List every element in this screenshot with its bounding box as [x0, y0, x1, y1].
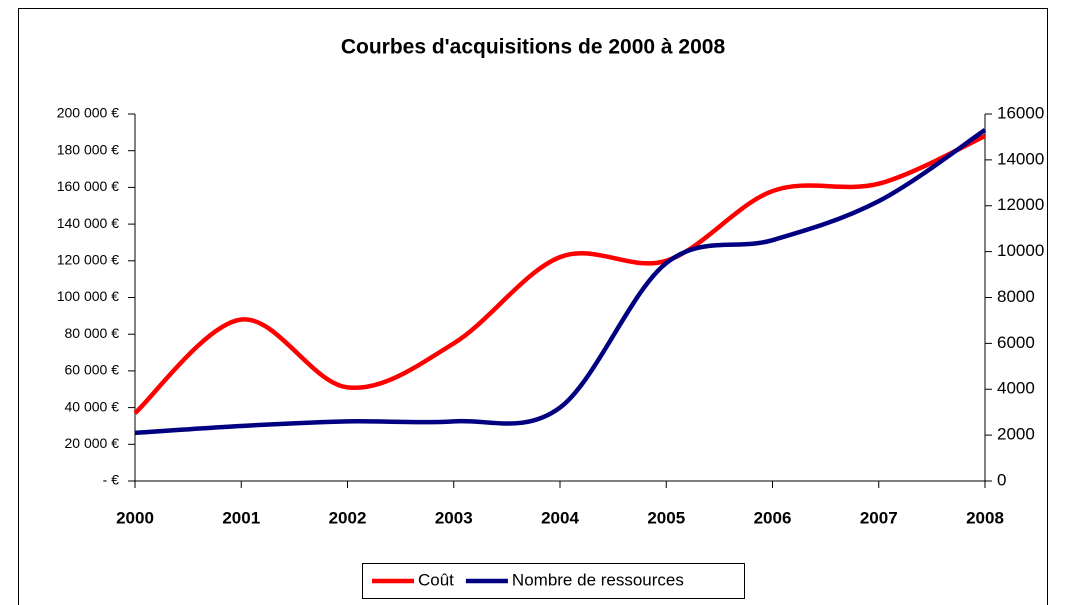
x-tick-label: 2004	[541, 508, 579, 527]
y2-tick-label: 6000	[997, 333, 1035, 352]
y2-tick-label: 14000	[997, 149, 1044, 168]
y2-tick-label: 8000	[997, 287, 1035, 306]
x-tick-label: 2002	[329, 508, 367, 527]
y2-tick-label: 4000	[997, 379, 1035, 398]
line	[134, 128, 987, 436]
y2-tick-label: 2000	[997, 425, 1035, 444]
y-tick-label: 160 000 €	[57, 178, 119, 194]
legend-label: Nombre de ressources	[512, 570, 684, 589]
x-tick-label: 2005	[647, 508, 685, 527]
y2-tick-label: 10000	[997, 241, 1044, 260]
y-tick-label: 20 000 €	[65, 435, 120, 451]
y-tick-label: 40 000 €	[65, 398, 120, 414]
y-tick-label: 120 000 €	[57, 252, 119, 268]
x-tick-label: 2006	[754, 508, 792, 527]
chart-title: Courbes d'acquisitions de 2000 à 2008	[341, 36, 726, 59]
chart-frame	[18, 8, 1048, 605]
y2-tick-label: 12000	[997, 195, 1044, 214]
y2-tick-label: 0	[997, 470, 1006, 489]
legend-box	[362, 563, 745, 599]
x-tick-label: 2008	[966, 508, 1004, 527]
y-tick-label: - €	[103, 472, 120, 488]
x-tick-label: 2003	[435, 508, 473, 527]
y-tick-label: 200 000 €	[57, 105, 119, 121]
y-tick-label: 180 000 €	[57, 141, 119, 157]
x-tick-label: 2001	[222, 508, 260, 527]
y-tick-label: 80 000 €	[65, 325, 120, 341]
x-tick-label: 2000	[116, 508, 154, 527]
x-tick-label: 2007	[860, 508, 898, 527]
y-tick-label: 140 000 €	[57, 215, 119, 231]
legend-label: Coût	[418, 570, 454, 589]
y-tick-label: 100 000 €	[57, 288, 119, 304]
line	[133, 133, 986, 415]
y-tick-label: 60 000 €	[65, 362, 120, 378]
y2-tick-label: 16000	[997, 103, 1044, 122]
